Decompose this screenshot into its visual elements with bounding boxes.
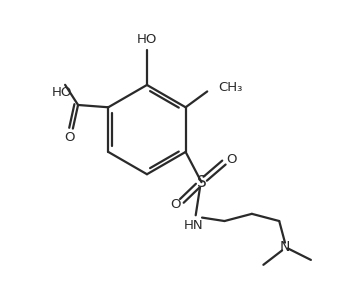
- Text: N: N: [280, 240, 290, 254]
- Text: HO: HO: [52, 86, 72, 99]
- Text: S: S: [197, 175, 206, 190]
- Text: O: O: [170, 198, 181, 211]
- Text: HO: HO: [137, 33, 157, 46]
- Text: O: O: [64, 131, 75, 144]
- Text: O: O: [226, 153, 236, 166]
- Text: HN: HN: [184, 219, 203, 232]
- Text: CH₃: CH₃: [218, 82, 242, 94]
